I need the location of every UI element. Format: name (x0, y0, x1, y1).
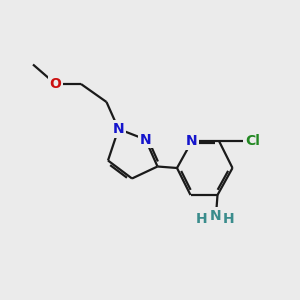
Text: N: N (210, 209, 221, 223)
Text: N: N (113, 122, 124, 136)
Text: Cl: Cl (245, 134, 260, 148)
Text: N: N (140, 133, 151, 146)
Text: O: O (50, 77, 61, 91)
Text: H: H (223, 212, 235, 226)
Text: H: H (196, 212, 208, 226)
Text: N: N (186, 134, 198, 148)
